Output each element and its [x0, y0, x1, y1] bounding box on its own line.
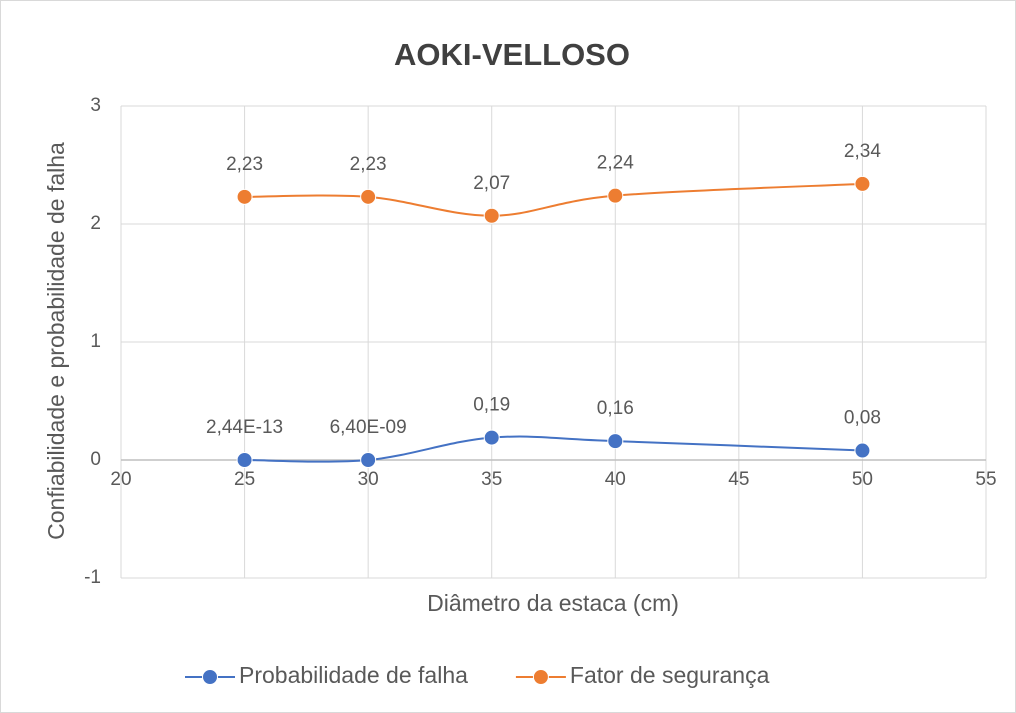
- data-point: [854, 442, 871, 459]
- y-tick-label: 0: [90, 449, 101, 470]
- data-point: [854, 175, 871, 192]
- y-tick-label: 3: [90, 95, 101, 116]
- y-tick-label: 2: [90, 213, 101, 234]
- data-point: [360, 188, 377, 205]
- series-line: [244, 435, 863, 463]
- data-label: 2,23: [226, 154, 263, 175]
- series-line: [244, 182, 863, 217]
- x-tick-label: 45: [728, 469, 749, 490]
- data-point: [236, 188, 253, 205]
- data-point: [236, 452, 253, 468]
- data-label: 6,40E-09: [330, 417, 407, 438]
- x-tick-label: 20: [110, 469, 131, 490]
- data-label: 2,44E-13: [206, 417, 283, 438]
- data-label: 2,23: [350, 154, 387, 175]
- data-label: 0,08: [844, 408, 881, 429]
- x-tick-label: 25: [234, 469, 255, 490]
- legend-marker: [202, 669, 218, 685]
- data-point: [360, 452, 377, 468]
- x-tick-label: 40: [605, 469, 626, 490]
- y-axis-label: Confiabilidade e probabilidade de falha: [43, 142, 69, 540]
- y-tick-label: -1: [84, 567, 101, 588]
- data-label: 0,16: [597, 398, 634, 419]
- x-tick-label: 55: [975, 469, 996, 490]
- x-tick-label: 50: [852, 469, 873, 490]
- legend-marker: [532, 669, 549, 685]
- chart-title: AOKI-VELLOSO: [394, 37, 630, 72]
- x-tick-label: 35: [481, 469, 502, 490]
- data-label: 0,19: [473, 395, 510, 416]
- data-point: [607, 433, 624, 450]
- x-tick-label: 30: [358, 469, 379, 490]
- data-point: [607, 187, 624, 204]
- y-tick-label: 1: [90, 331, 101, 352]
- data-point: [483, 207, 500, 224]
- data-label: 2,24: [597, 153, 634, 174]
- legend-label: Probabilidade de falha: [239, 662, 468, 688]
- data-label: 2,07: [473, 173, 510, 194]
- legend-label: Fator de segurança: [570, 662, 770, 688]
- data-point: [483, 429, 500, 446]
- x-axis-label: Diâmetro da estaca (cm): [427, 590, 679, 616]
- data-label: 2,34: [844, 141, 881, 162]
